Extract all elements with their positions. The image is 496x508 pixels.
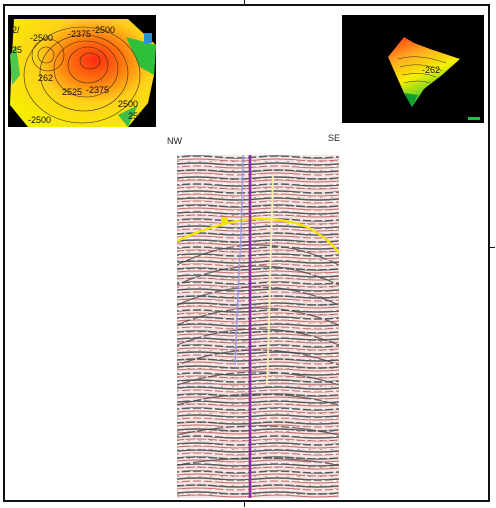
horizon-pick <box>177 217 339 254</box>
contour-label: 262 <box>38 73 53 83</box>
contour-label: -2375 <box>68 29 91 39</box>
seismic-section <box>177 155 339 498</box>
frame-tick-bottom <box>244 502 245 507</box>
structure-contour-map: -2500 -2375 -2500 262 -2375 2500 2500 25… <box>8 15 156 127</box>
structure-3d-view: -262 <box>342 15 484 123</box>
contour-label: 2/ <box>12 25 20 35</box>
contour-label: 25 <box>12 45 22 55</box>
contour-label: 2525 <box>62 87 82 97</box>
horizon-marker <box>221 217 228 224</box>
page-frame <box>3 4 490 502</box>
label-nw: NW <box>167 136 182 146</box>
contour-label: -2500 <box>30 33 53 43</box>
frame-tick-right <box>490 247 495 248</box>
well-path-tertiary <box>266 174 274 386</box>
well-path-secondary <box>234 155 244 366</box>
contour-label: -2500 <box>92 25 115 35</box>
map2d-contour-labels: -2500 -2375 -2500 262 -2375 2500 2500 25… <box>12 25 148 125</box>
contour-label: -2375 <box>86 85 109 95</box>
contour-label: -2500 <box>28 115 51 125</box>
label-se: SE <box>328 133 341 143</box>
contour-label: 2500 <box>118 99 138 109</box>
contour-label: 2500 <box>128 111 148 121</box>
frame-tick-top <box>244 0 245 5</box>
contour-label: -262 <box>422 65 440 75</box>
